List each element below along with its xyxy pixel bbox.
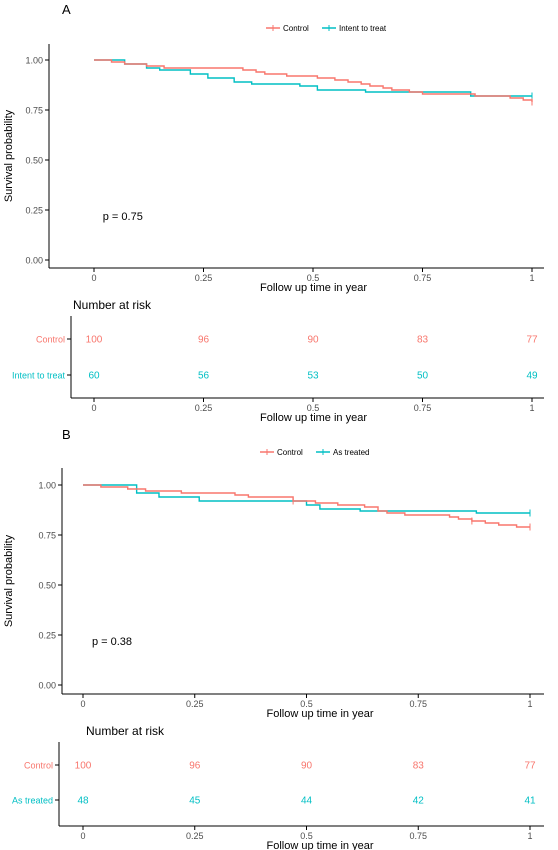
y-tick-label: 0.50 <box>25 156 43 166</box>
risk-row-label: Control <box>36 335 65 345</box>
km-curve-control <box>94 59 533 102</box>
p-value-text: p = 0.75 <box>103 211 143 223</box>
risk-count: 45 <box>189 796 201 807</box>
risk-x-tick-label: 0.25 <box>186 831 204 841</box>
x-axis-label: Follow up time in year <box>267 708 374 720</box>
km-curve-treatment <box>94 59 532 97</box>
risk-row-label: Intent to treat <box>12 371 66 381</box>
risk-count: 56 <box>198 371 210 382</box>
x-tick-label: 0.25 <box>195 273 213 283</box>
risk-table-title: Number at risk <box>86 724 165 738</box>
risk-row-label: Control <box>24 761 53 771</box>
x-tick-label: 0 <box>80 699 85 709</box>
x-tick-label: 0.75 <box>409 699 427 709</box>
risk-count: 60 <box>88 371 100 382</box>
risk-count: 48 <box>77 796 89 807</box>
x-tick-label: 0.25 <box>186 699 204 709</box>
y-tick-label: 1.00 <box>25 56 43 66</box>
risk-count: 42 <box>413 796 425 807</box>
risk-count: 44 <box>301 796 313 807</box>
risk-x-tick-label: 1 <box>529 403 534 413</box>
panel-label: A <box>62 2 71 17</box>
y-tick-label: 0.75 <box>38 531 56 541</box>
legend-label-control: Control <box>283 24 309 33</box>
risk-count: 100 <box>75 761 92 772</box>
risk-x-tick-label: 0.5 <box>307 403 320 413</box>
panel-label: B <box>62 427 71 442</box>
legend-label-control: Control <box>277 448 303 457</box>
legend-label-treatment: As treated <box>333 448 369 457</box>
x-tick-label: 0.5 <box>300 699 313 709</box>
y-tick-label: 0.25 <box>25 206 43 216</box>
y-tick-label: 0.50 <box>38 581 56 591</box>
risk-count: 100 <box>86 335 103 346</box>
risk-count: 83 <box>413 761 425 772</box>
x-tick-label: 1 <box>529 273 534 283</box>
risk-x-tick-label: 0.75 <box>414 403 432 413</box>
risk-count: 41 <box>524 796 536 807</box>
risk-x-tick-label: 0 <box>91 403 96 413</box>
risk-count: 50 <box>417 371 429 382</box>
x-tick-label: 1 <box>527 699 532 709</box>
risk-x-tick-label: 1 <box>527 831 532 841</box>
y-tick-label: 0.75 <box>25 106 43 116</box>
risk-table-x-label: Follow up time in year <box>260 412 367 424</box>
y-axis-label: Survival probability <box>3 534 15 627</box>
y-tick-label: 0.00 <box>25 256 43 266</box>
risk-count: 90 <box>301 761 313 772</box>
risk-x-tick-label: 0.5 <box>300 831 313 841</box>
x-tick-label: 0 <box>91 273 96 283</box>
risk-x-tick-label: 0.25 <box>195 403 213 413</box>
risk-x-tick-label: 0 <box>80 831 85 841</box>
p-value-text: p = 0.38 <box>92 636 132 648</box>
risk-count: 53 <box>307 371 319 382</box>
risk-table-x-label: Follow up time in year <box>267 840 374 850</box>
risk-count: 77 <box>526 335 538 346</box>
x-axis-label: Follow up time in year <box>260 282 367 294</box>
risk-count: 49 <box>526 371 538 382</box>
risk-count: 77 <box>524 761 536 772</box>
legend-label-treatment: Intent to treat <box>339 24 387 33</box>
risk-table-title: Number at risk <box>73 298 152 312</box>
risk-count: 90 <box>307 335 319 346</box>
y-axis-label: Survival probability <box>3 109 15 202</box>
legend: Control As treated <box>260 448 369 457</box>
y-tick-label: 1.00 <box>38 481 56 491</box>
y-tick-label: 0.25 <box>38 631 56 641</box>
x-tick-label: 0.5 <box>307 273 320 283</box>
risk-x-tick-label: 0.75 <box>409 831 427 841</box>
km-curve-treatment <box>83 484 530 514</box>
risk-count: 83 <box>417 335 429 346</box>
risk-count: 96 <box>198 335 210 346</box>
km-curve-control <box>83 484 530 528</box>
x-tick-label: 0.75 <box>414 273 432 283</box>
risk-count: 96 <box>189 761 201 772</box>
y-tick-label: 0.00 <box>38 681 56 691</box>
legend: Control Intent to treat <box>266 24 387 33</box>
risk-row-label: As treated <box>12 796 53 806</box>
